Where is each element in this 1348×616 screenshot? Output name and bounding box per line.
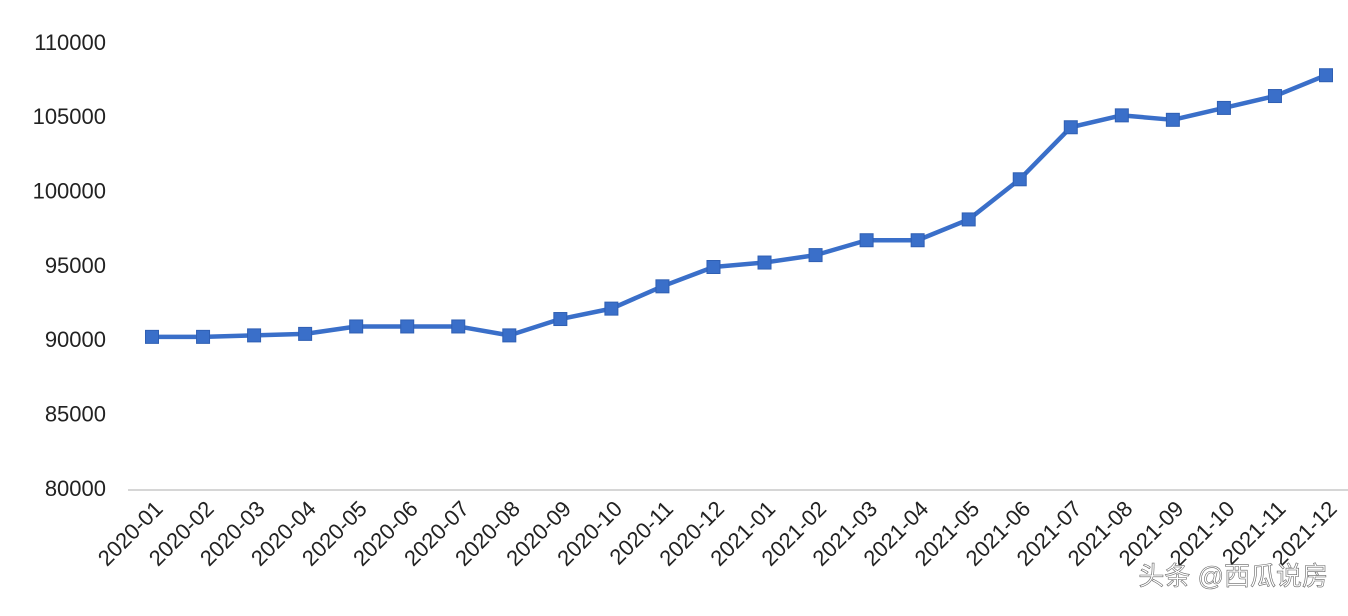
marker xyxy=(502,328,517,343)
y-tick-label: 105000 xyxy=(33,104,106,129)
marker xyxy=(1165,112,1180,127)
marker xyxy=(1063,120,1078,135)
marker xyxy=(349,319,364,334)
marker xyxy=(757,255,772,270)
line xyxy=(152,73,1327,340)
y-tick-label: 90000 xyxy=(45,327,106,352)
marker xyxy=(247,328,262,343)
marker xyxy=(196,329,211,344)
marker xyxy=(859,233,874,248)
marker xyxy=(145,329,159,344)
marker xyxy=(553,312,568,327)
marker xyxy=(1267,89,1282,104)
marker xyxy=(910,233,925,248)
y-tick-label: 95000 xyxy=(45,253,106,278)
marker xyxy=(808,248,823,263)
marker xyxy=(451,319,466,334)
marker xyxy=(706,260,721,274)
marker xyxy=(1216,100,1231,115)
y-tick-label: 100000 xyxy=(33,178,106,203)
y-tick-label: 80000 xyxy=(45,476,106,501)
marker xyxy=(961,212,976,227)
y-tick-label: 110000 xyxy=(34,30,106,55)
marker xyxy=(1319,68,1333,83)
marker xyxy=(298,326,313,341)
marker xyxy=(604,301,619,316)
watermark: 头条 @西瓜说房 xyxy=(1138,561,1328,591)
marker xyxy=(655,279,670,294)
y-tick-label: 85000 xyxy=(45,401,106,426)
marker xyxy=(1012,172,1027,187)
marker xyxy=(400,319,415,334)
marker xyxy=(1114,108,1129,123)
